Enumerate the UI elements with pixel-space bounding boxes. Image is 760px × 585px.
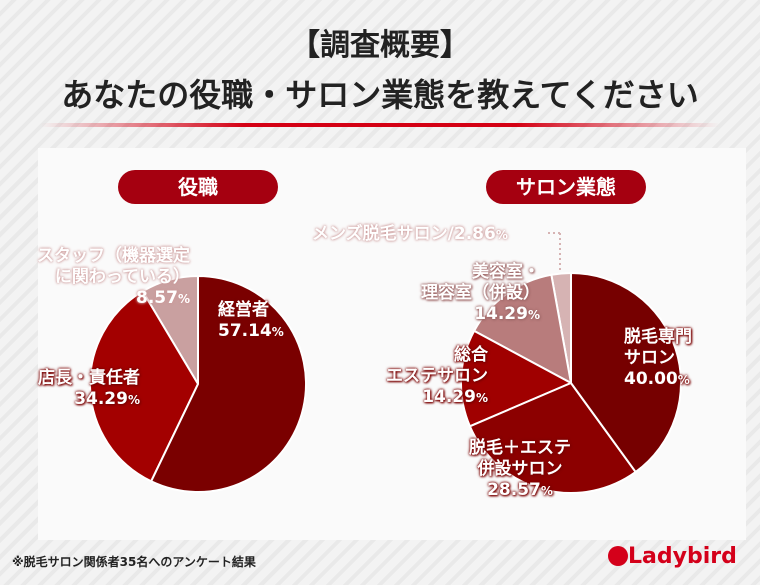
label-combined-salon: 脱毛＋エステ 併設サロン 28.57% <box>469 438 571 500</box>
pie-slice <box>149 274 307 493</box>
footnote: ※脱毛サロン関係者35名へのアンケート結果 <box>12 555 256 569</box>
pie-slice <box>460 329 574 428</box>
title-line1: 【調査概要】 <box>290 28 470 63</box>
chart-title-role: 役職 <box>118 170 278 204</box>
pie-slice <box>570 271 683 474</box>
label-hair-removal-salon: 脱毛専門 サロン 40.00% <box>624 327 692 389</box>
chart-title-salon-type: サロン業態 <box>486 170 646 204</box>
label-store-manager: 店長・責任者 34.29% <box>38 368 140 409</box>
pie-slice <box>468 381 638 494</box>
pie-slice <box>472 273 573 385</box>
pie-slice <box>89 289 200 483</box>
ladybug-icon <box>608 546 628 566</box>
label-mens-salon: メンズ脱毛サロン/2.86% <box>312 224 508 244</box>
ladybird-logo: Ladybird <box>608 544 737 569</box>
title-line2: あなたの役職・サロン業態を教えてください <box>61 76 699 114</box>
title-underline <box>40 123 720 127</box>
label-esthetic-salon: 総合 エステサロン 14.29% <box>386 345 488 407</box>
label-beauty-salon: 美容室・ 理容室（併設） 14.29% <box>421 262 540 324</box>
label-staff: スタッフ（機器選定 に関わっている） 8.57% <box>37 246 190 308</box>
label-manager: 経営者 57.14% <box>218 300 284 341</box>
